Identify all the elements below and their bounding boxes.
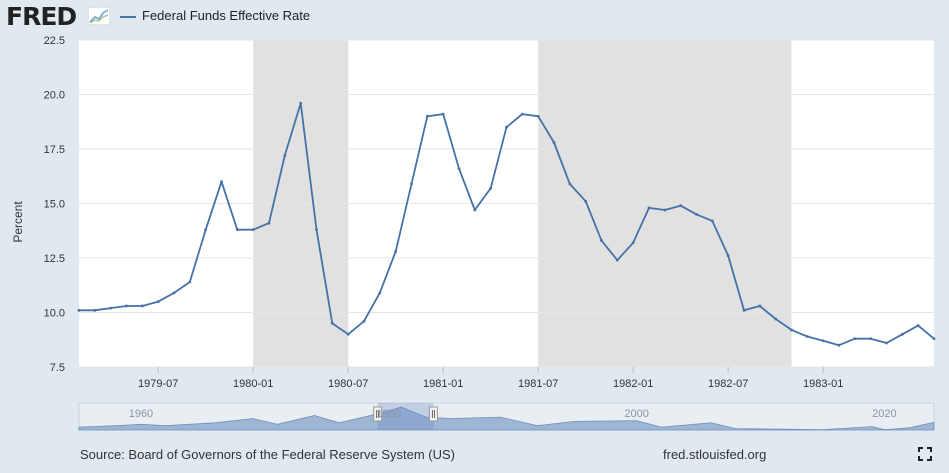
data-point bbox=[204, 228, 208, 232]
data-point bbox=[441, 112, 445, 116]
fred-logo[interactable]: FRED bbox=[6, 2, 77, 31]
x-tick-label: 1979-07 bbox=[138, 378, 178, 390]
data-point bbox=[473, 208, 477, 212]
data-point bbox=[805, 335, 809, 338]
data-point bbox=[885, 341, 888, 345]
source-url[interactable]: fred.stlouisfed.org bbox=[663, 447, 767, 462]
data-point bbox=[235, 228, 239, 232]
data-point bbox=[489, 186, 493, 190]
data-point bbox=[330, 322, 334, 325]
data-point bbox=[315, 228, 318, 232]
data-point bbox=[520, 112, 524, 116]
x-tick-label: 1980-01 bbox=[233, 378, 273, 390]
data-point bbox=[710, 219, 714, 223]
data-point bbox=[932, 337, 936, 341]
navigator-handle[interactable] bbox=[428, 406, 438, 422]
y-tick-label: 12.5 bbox=[44, 253, 65, 265]
x-tick-label: 1980-07 bbox=[328, 378, 368, 390]
data-point bbox=[172, 291, 176, 295]
navigator: 1960 1980 2000 2020 bbox=[78, 402, 935, 431]
data-point bbox=[552, 141, 556, 144]
y-axis-label: Percent bbox=[11, 201, 25, 243]
y-tick-label: 17.5 bbox=[44, 144, 65, 156]
x-tick-label: 1982-07 bbox=[708, 378, 748, 390]
x-tick-label: 1983-01 bbox=[803, 378, 843, 390]
data-point bbox=[663, 208, 667, 212]
data-point bbox=[916, 324, 920, 327]
x-tick-label: 1982-01 bbox=[613, 378, 653, 390]
y-tick-label: 22.5 bbox=[44, 35, 65, 47]
data-point bbox=[188, 280, 192, 284]
navigator-selection[interactable] bbox=[377, 403, 434, 430]
data-point bbox=[679, 204, 683, 208]
y-tick-label: 10.0 bbox=[44, 308, 65, 320]
x-tick-label: 1981-07 bbox=[518, 378, 558, 390]
navigator-label: 2020 bbox=[872, 408, 896, 420]
data-point bbox=[600, 239, 603, 242]
data-point bbox=[425, 114, 429, 118]
data-point bbox=[77, 308, 81, 312]
data-point bbox=[156, 300, 160, 303]
chart-header: FRED Federal Funds Effective Rate bbox=[0, 0, 949, 34]
data-point bbox=[109, 306, 113, 310]
data-point bbox=[742, 308, 746, 312]
data-point bbox=[758, 304, 762, 308]
data-point bbox=[631, 241, 635, 245]
data-point bbox=[568, 182, 572, 186]
data-point bbox=[93, 308, 97, 312]
data-point bbox=[869, 337, 873, 341]
fullscreen-icon[interactable] bbox=[918, 447, 932, 461]
data-point bbox=[647, 206, 651, 210]
data-point bbox=[267, 221, 271, 225]
data-point bbox=[790, 328, 793, 332]
data-point bbox=[695, 213, 698, 216]
data-point bbox=[821, 339, 825, 343]
data-point bbox=[251, 228, 255, 232]
navigator-series bbox=[78, 406, 935, 431]
data-point bbox=[378, 291, 382, 295]
grid-lines bbox=[79, 39, 934, 368]
data-point bbox=[362, 319, 366, 323]
data-point bbox=[726, 254, 730, 258]
data-point bbox=[410, 182, 413, 186]
trend-line-icon bbox=[88, 7, 110, 25]
data-point bbox=[346, 332, 350, 336]
y-tick-label: 15.0 bbox=[44, 199, 65, 211]
data-point bbox=[394, 250, 398, 253]
data-point bbox=[299, 101, 303, 105]
y-tick-label: 20.0 bbox=[44, 90, 65, 102]
x-axis-ticks: 1979-07 1980-01 1980-07 1981-01 1981-07 1982-… bbox=[138, 367, 843, 390]
data-point bbox=[457, 167, 461, 171]
chart-area: 7.5 10.0 12.5 15.0 17.5 20.0 22.5 1979-07 1980-… bbox=[11, 35, 936, 431]
data-point bbox=[283, 154, 287, 157]
series-line bbox=[77, 101, 936, 347]
data-point bbox=[125, 304, 128, 308]
data-point bbox=[837, 343, 841, 347]
data-point bbox=[220, 180, 223, 184]
data-point bbox=[615, 258, 619, 262]
navigator-label: 1960 bbox=[129, 408, 153, 420]
x-tick-label: 1981-01 bbox=[423, 378, 463, 390]
y-tick-label: 7.5 bbox=[50, 362, 65, 374]
legend[interactable]: Federal Funds Effective Rate bbox=[120, 8, 310, 23]
legend-label: Federal Funds Effective Rate bbox=[142, 8, 311, 23]
data-point bbox=[853, 337, 857, 341]
data-point bbox=[536, 114, 540, 118]
navigator-handle[interactable] bbox=[373, 406, 383, 422]
data-point bbox=[584, 199, 588, 203]
data-point bbox=[505, 125, 508, 129]
source-text: Source: Board of Governors of the Federa… bbox=[80, 447, 455, 462]
data-point bbox=[140, 304, 144, 308]
legend-swatch bbox=[120, 15, 136, 18]
data-point bbox=[774, 317, 778, 321]
navigator-label: 1980 bbox=[377, 408, 401, 420]
data-point bbox=[900, 332, 904, 336]
navigator-label: 2000 bbox=[624, 408, 648, 420]
y-axis-ticks: 7.5 10.0 12.5 15.0 17.5 20.0 22.5 bbox=[44, 35, 65, 374]
